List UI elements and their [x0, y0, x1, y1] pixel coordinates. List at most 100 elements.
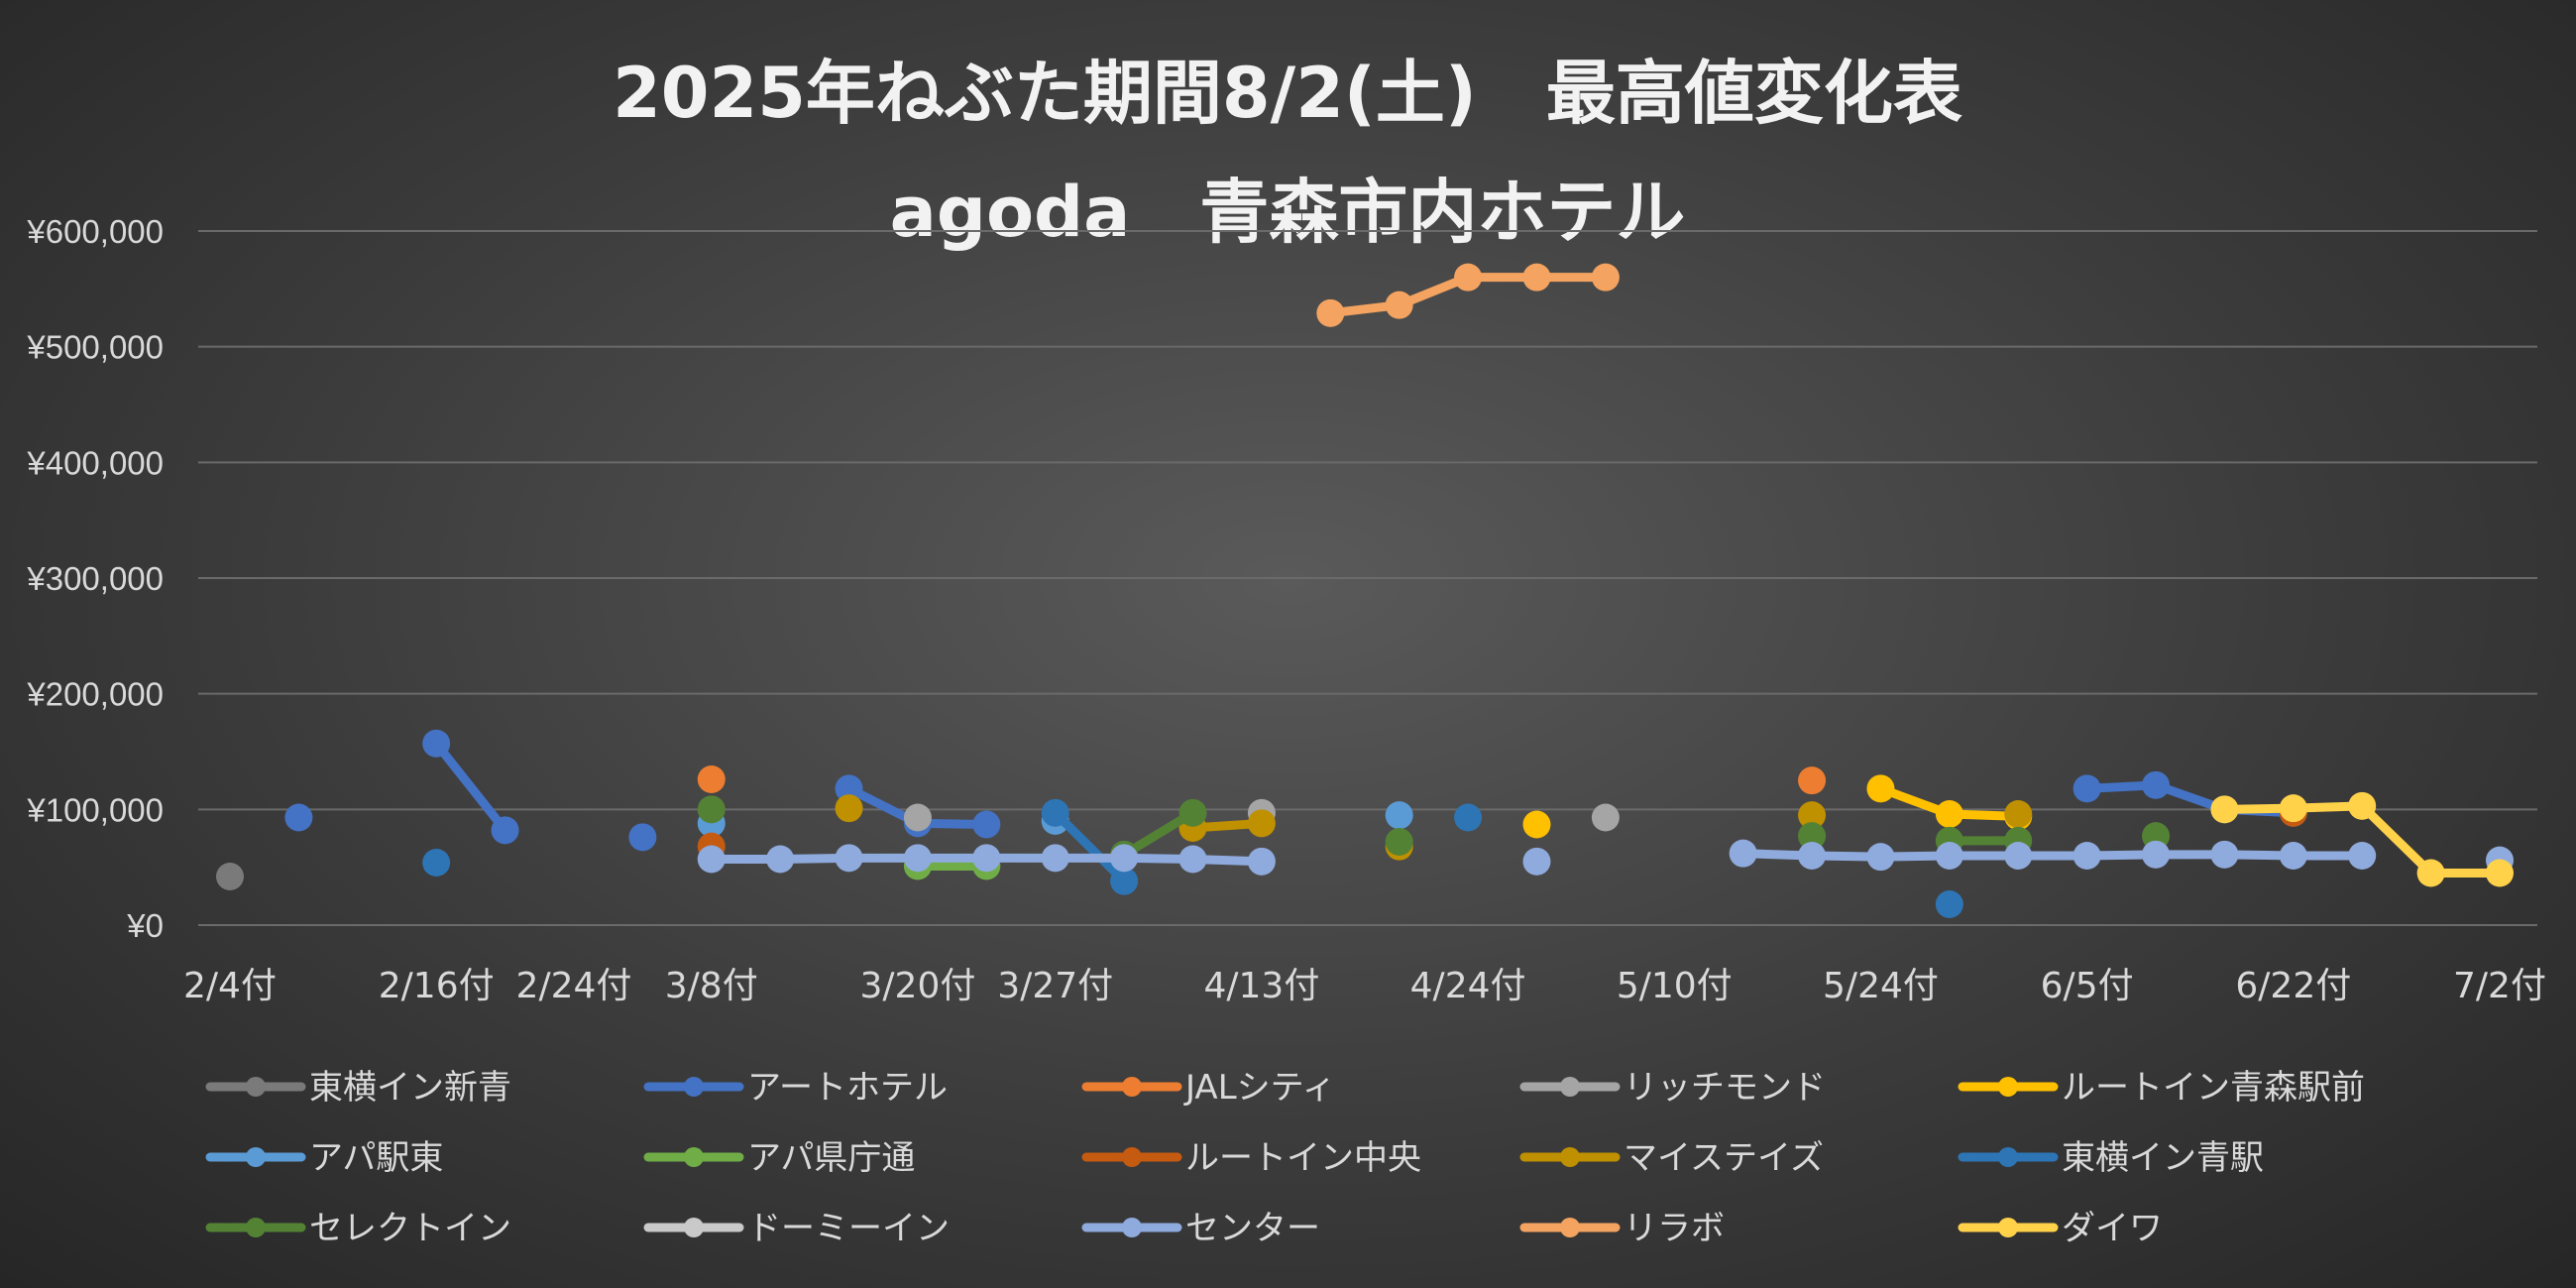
- data-point: [1522, 847, 1551, 876]
- data-point: [2279, 794, 2307, 823]
- y-tick-label: ¥600,000: [26, 213, 164, 250]
- data-point: [1178, 845, 1207, 874]
- data-point: [1591, 803, 1620, 832]
- legend-item: アートホテル: [643, 1068, 948, 1108]
- series: [1522, 774, 2033, 839]
- x-tick-label: 2/16付: [379, 966, 495, 1006]
- data-point: [2210, 840, 2239, 869]
- y-tick-label: ¥100,000: [26, 791, 164, 828]
- y-axis: ¥600,000 ¥500,000 ¥400,000 ¥300,000 ¥200,000…: [26, 213, 164, 944]
- data-point: [1385, 291, 1413, 319]
- x-tick-label: 6/22付: [2235, 966, 2351, 1006]
- y-tick-label: ¥500,000: [26, 329, 164, 366]
- data-point: [697, 845, 726, 874]
- data-point: [1454, 803, 1483, 832]
- series-line: [1738, 849, 2367, 862]
- legend-swatch-marker: [1560, 1218, 1580, 1237]
- legend-item: リラボ: [1519, 1209, 1725, 1248]
- legend-swatch-marker: [1560, 1147, 1580, 1167]
- data-point: [1729, 839, 1757, 868]
- data-point: [1522, 810, 1551, 839]
- x-tick-label: 5/24付: [1823, 966, 1939, 1006]
- data-point: [1798, 801, 1827, 830]
- data-point: [1935, 800, 1963, 828]
- legend-item: 東横イン青駅: [1958, 1138, 2264, 1178]
- series: [697, 798, 2307, 861]
- legend-swatch-marker: [1560, 1077, 1580, 1097]
- legend-swatch-marker: [1998, 1218, 2018, 1237]
- legend-label: ルートイン青森駅前: [2062, 1068, 2365, 1108]
- y-tick-label: ¥300,000: [26, 560, 164, 597]
- legend-swatch-marker: [684, 1077, 704, 1097]
- data-point: [972, 810, 1001, 839]
- legend-item: 東横イン新青: [205, 1068, 511, 1108]
- data-point: [422, 729, 451, 758]
- legend-swatch-marker: [684, 1218, 704, 1237]
- data-point: [2416, 859, 2445, 887]
- data-point: [1385, 801, 1413, 830]
- legend-swatch-marker: [1122, 1218, 1142, 1237]
- data-point: [1178, 798, 1207, 827]
- data-point: [216, 863, 244, 890]
- legend-swatch-marker: [1998, 1077, 2018, 1097]
- data-point: [2142, 840, 2171, 869]
- legend-item: セレクトイン: [205, 1209, 511, 1248]
- data-point: [422, 849, 451, 877]
- series: [697, 839, 2514, 876]
- plot-area: [216, 263, 2514, 918]
- legend-label: JALシティ: [1183, 1068, 1336, 1108]
- legend-item: アパ県庁通: [643, 1138, 915, 1178]
- data-point: [1522, 263, 1551, 292]
- series: [216, 863, 244, 890]
- data-point: [972, 844, 1001, 873]
- legend-item: センター: [1081, 1209, 1320, 1248]
- legend-item: ドーミーイン: [643, 1209, 950, 1248]
- data-point: [697, 765, 726, 793]
- x-tick-label: 2/4付: [183, 966, 277, 1006]
- legend-item: アパ駅東: [205, 1138, 443, 1178]
- legend-label: ドーミーイン: [747, 1209, 950, 1248]
- x-tick-label: 4/24付: [1410, 966, 1526, 1006]
- legend-label: ダイワ: [2062, 1209, 2163, 1248]
- data-point: [1935, 890, 1963, 918]
- data-point: [2348, 842, 2377, 870]
- legend-item: ルートイン青森駅前: [1958, 1068, 2365, 1108]
- data-point: [1041, 844, 1069, 873]
- data-point: [1247, 847, 1276, 876]
- legend-label: マイステイズ: [1624, 1138, 1824, 1178]
- data-point: [2072, 842, 2101, 870]
- legend-swatch-marker: [246, 1147, 266, 1167]
- data-point: [835, 774, 863, 803]
- data-point: [1247, 809, 1276, 838]
- data-point: [1385, 828, 1413, 856]
- data-point: [697, 795, 726, 824]
- y-tick-label: ¥400,000: [26, 444, 164, 481]
- legend-label: リラボ: [1624, 1209, 1725, 1248]
- x-axis: 2/4付 2/16付 2/24付 3/8付 3/20付 3/27付 4/13付 4/24付 5/…: [183, 966, 2546, 1006]
- legend-item: リッチモンド: [1519, 1068, 1826, 1108]
- series: [835, 794, 2033, 861]
- data-point: [835, 794, 863, 823]
- series: [697, 765, 1827, 795]
- data-point: [903, 844, 932, 873]
- x-tick-label: 7/2付: [2453, 966, 2546, 1006]
- data-point: [1798, 822, 1827, 851]
- data-point: [2210, 795, 2239, 824]
- legend-label: 東横イン新青: [309, 1068, 511, 1108]
- legend-item: ルートイン中央: [1081, 1138, 1421, 1178]
- x-tick-label: 3/27付: [997, 966, 1113, 1006]
- data-point: [1110, 867, 1139, 895]
- y-tick-label: ¥0: [126, 907, 164, 944]
- legend-label: リッチモンド: [1624, 1068, 1826, 1108]
- x-tick-label: 6/5付: [2041, 966, 2134, 1006]
- data-point: [1866, 774, 1895, 803]
- data-point: [1041, 798, 1069, 827]
- legend-label: アパ県庁通: [747, 1138, 915, 1178]
- legend-item: ダイワ: [1958, 1209, 2163, 1248]
- legend-swatch-marker: [246, 1218, 266, 1237]
- legend-label: アパ駅東: [309, 1138, 443, 1178]
- x-tick-label: 4/13付: [1203, 966, 1319, 1006]
- data-point: [1316, 298, 1345, 327]
- legend-swatch-marker: [1122, 1077, 1142, 1097]
